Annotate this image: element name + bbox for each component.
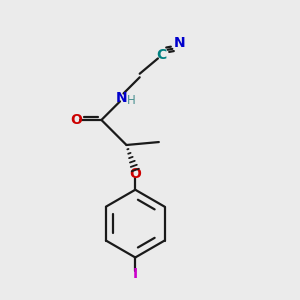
Text: I: I xyxy=(133,267,138,281)
Text: N: N xyxy=(116,91,128,105)
Text: O: O xyxy=(129,167,141,182)
Text: N: N xyxy=(173,36,185,50)
Text: H: H xyxy=(127,94,136,107)
Text: O: O xyxy=(71,113,82,127)
Text: C: C xyxy=(156,49,166,62)
